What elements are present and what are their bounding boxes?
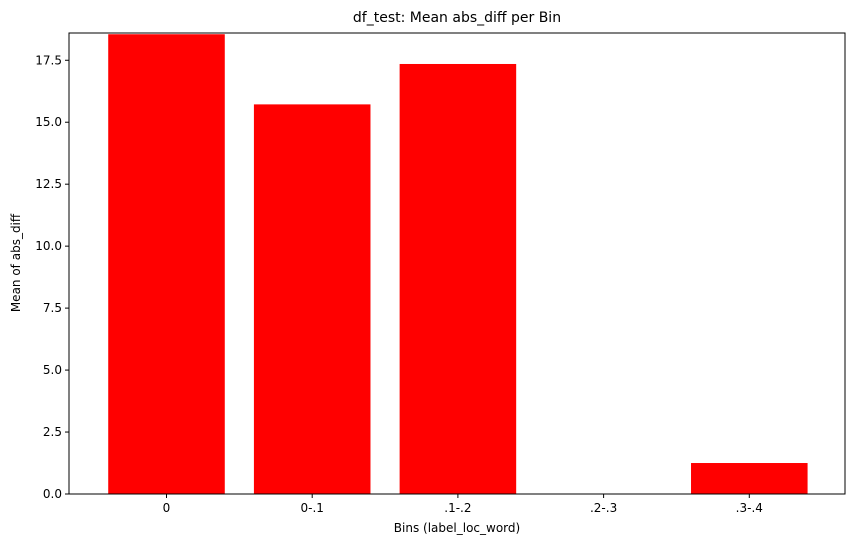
x-axis-ticks: 0 0-.1 .1-.2 .2-.3 .3-.4 xyxy=(163,494,763,515)
x-tick-label: .1-.2 xyxy=(444,501,471,515)
y-tick-label: 15.0 xyxy=(35,115,62,129)
plot-frame xyxy=(68,32,846,495)
y-tick-label: 0.0 xyxy=(43,487,62,501)
y-axis-label: Mean of abs_diff xyxy=(9,213,23,312)
y-axis-ticks: 0.0 2.5 5.0 7.5 10.0 12.5 15.0 17.5 xyxy=(35,53,69,501)
chart-title: df_test: Mean abs_diff per Bin xyxy=(353,10,561,26)
bar-1-2 xyxy=(399,63,517,494)
y-tick-label: 10.0 xyxy=(35,239,62,253)
bar-0 xyxy=(108,34,225,495)
y-tick-label: 5.0 xyxy=(43,363,62,377)
bar-3-4 xyxy=(691,463,808,494)
bar-0-1 xyxy=(253,104,371,494)
x-tick-label: .2-.3 xyxy=(590,501,617,515)
x-tick-label: 0 xyxy=(163,501,171,515)
y-tick-label: 12.5 xyxy=(35,177,62,191)
y-tick-label: 17.5 xyxy=(35,53,62,67)
y-tick-label: 2.5 xyxy=(43,425,62,439)
x-axis-label: Bins (label_loc_word) xyxy=(394,521,520,535)
y-tick-label: 7.5 xyxy=(43,301,62,315)
x-tick-label: 0-.1 xyxy=(300,501,323,515)
x-tick-label: .3-.4 xyxy=(736,501,763,515)
bars-group xyxy=(108,34,808,495)
